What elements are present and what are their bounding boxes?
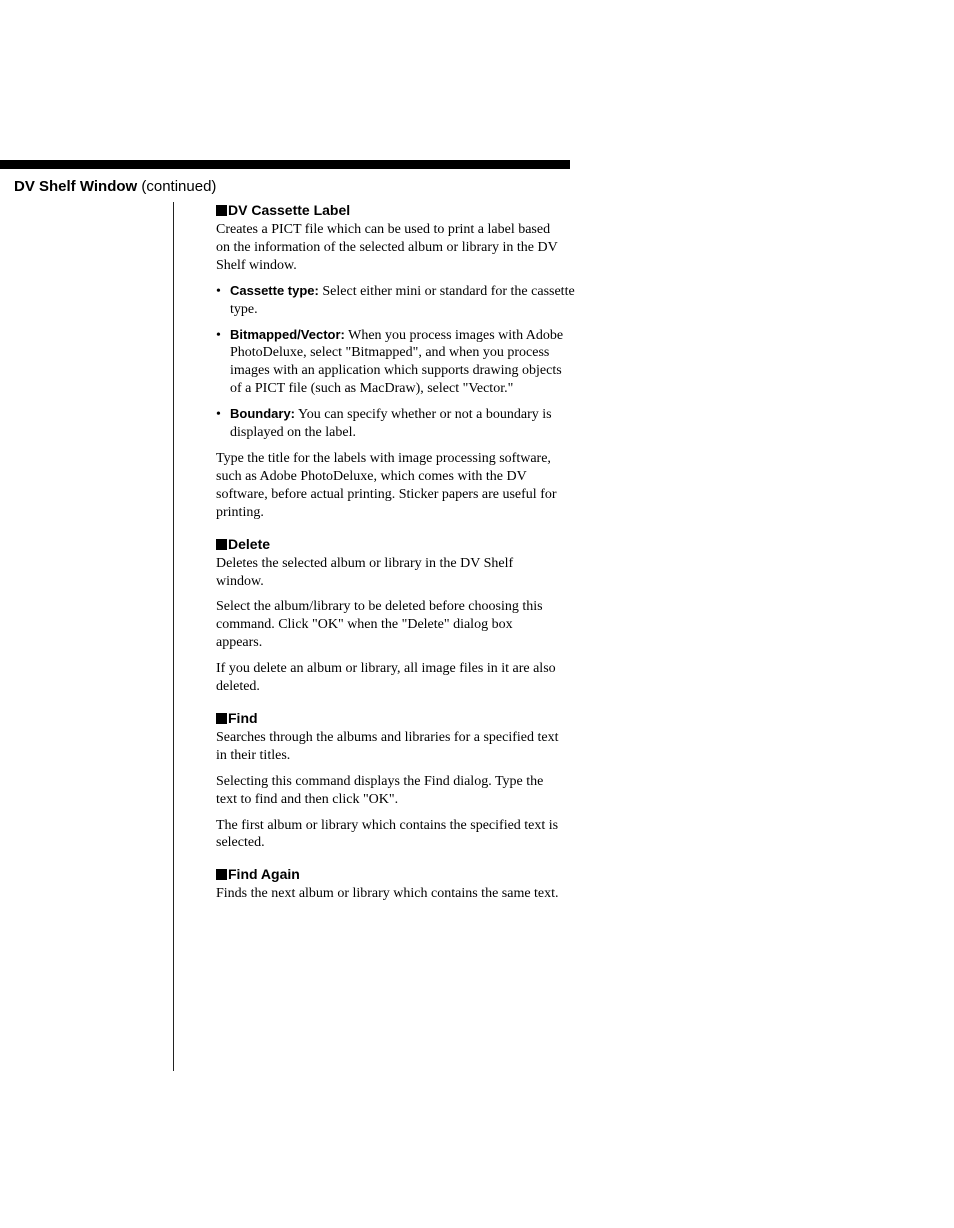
section-title: DV Cassette Label [216, 202, 616, 218]
bullet-term: Bitmapped/Vector: [230, 327, 345, 342]
paragraph: Select the album/library to be deleted b… [216, 598, 561, 652]
paragraph: Selecting this command displays the Find… [216, 773, 561, 809]
paragraph: Type the title for the labels with image… [216, 450, 561, 522]
square-bullet-icon [216, 539, 227, 550]
paragraph: Finds the next album or library which co… [216, 885, 561, 903]
square-bullet-icon [216, 713, 227, 724]
paragraph: Searches through the albums and librarie… [216, 729, 561, 765]
section-title: Find Again [216, 866, 616, 882]
bullet-item: Boundary: You can specify whether or not… [216, 406, 575, 442]
square-bullet-icon [216, 869, 227, 880]
section-title-text: Find Again [228, 866, 300, 882]
bullet-term: Cassette type: [230, 283, 319, 298]
paragraph: If you delete an album or library, all i… [216, 660, 561, 696]
header-rule [0, 160, 570, 169]
page-header-continued: (continued) [141, 178, 216, 195]
section-title-text: DV Cassette Label [228, 202, 350, 218]
section-title: Find [216, 710, 616, 726]
section-title-text: Find [228, 710, 258, 726]
bullet-item: Cassette type: Select either mini or sta… [216, 283, 575, 319]
square-bullet-icon [216, 205, 227, 216]
section-title: Delete [216, 536, 616, 552]
paragraph: Creates a PICT file which can be used to… [216, 221, 561, 275]
paragraph: The first album or library which contain… [216, 817, 561, 853]
bullet-list: Cassette type: Select either mini or sta… [216, 283, 616, 442]
page: DV Shelf Window (continued) DV Cassette … [0, 0, 954, 1228]
bullet-item: Bitmapped/Vector: When you process image… [216, 327, 575, 399]
section-title-text: Delete [228, 536, 270, 552]
page-header-title: DV Shelf Window [14, 178, 137, 195]
content-column: DV Cassette Label Creates a PICT file wh… [173, 202, 616, 1071]
paragraph: Deletes the selected album or library in… [216, 555, 561, 591]
page-header: DV Shelf Window (continued) [14, 178, 216, 195]
bullet-term: Boundary: [230, 406, 295, 421]
